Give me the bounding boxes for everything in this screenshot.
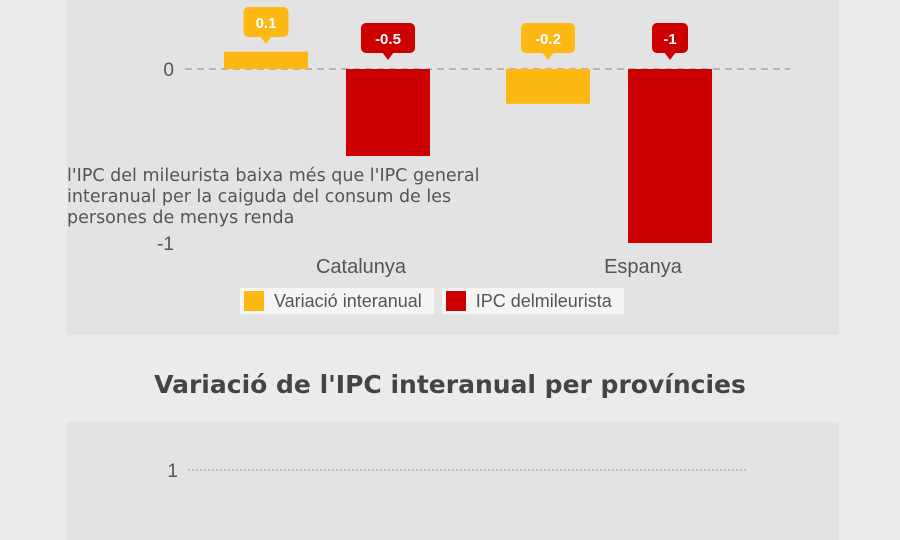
legend-swatch-variacio bbox=[244, 291, 264, 311]
y-tick-label: 0 bbox=[163, 60, 174, 81]
data-label-pointer bbox=[664, 52, 676, 60]
data-label: -0.2 bbox=[535, 31, 561, 48]
legend-item-variacio[interactable]: Variació interanual bbox=[240, 288, 434, 314]
data-label: 0.1 bbox=[256, 15, 277, 32]
legend-item-ipc-mileurista[interactable]: IPC delmileurista bbox=[441, 288, 624, 314]
y-tick-label: 1 bbox=[167, 461, 178, 482]
legend-label-variacio: Variació interanual bbox=[274, 290, 422, 311]
data-label-pointer bbox=[260, 36, 272, 44]
data-label-box bbox=[361, 23, 415, 53]
data-label-pointer bbox=[542, 52, 554, 60]
chart-annotation: l'IPC del mileurista baixa més que l'IPC… bbox=[67, 166, 480, 228]
x-category-label: Espanya bbox=[604, 256, 683, 278]
data-label: -1 bbox=[663, 31, 676, 48]
bar-ipc-mileurista-espanya bbox=[628, 69, 712, 243]
x-category-label: Catalunya bbox=[316, 256, 407, 278]
chart-panel-provincies bbox=[67, 422, 839, 540]
data-label-pointer bbox=[382, 52, 394, 60]
data-label-box bbox=[652, 23, 688, 53]
bar-ipc-mileurista-catalunya bbox=[346, 69, 430, 156]
data-label: -0.5 bbox=[375, 31, 401, 48]
data-label-box bbox=[521, 23, 575, 53]
y-tick-label: -1 bbox=[157, 234, 174, 255]
legend-swatch-ipc-mileurista bbox=[445, 291, 466, 311]
data-label-box bbox=[243, 7, 289, 37]
bar-variacio-espanya bbox=[506, 69, 590, 104]
bar-variacio-catalunya bbox=[224, 51, 308, 69]
legend-label-ipc-mileurista: IPC delmileurista bbox=[475, 290, 612, 311]
section-title-provincies: Variació de l'IPC interanual per provínc… bbox=[154, 370, 746, 399]
chart-legend: Variació interanual IPC delmileurista bbox=[240, 288, 632, 314]
